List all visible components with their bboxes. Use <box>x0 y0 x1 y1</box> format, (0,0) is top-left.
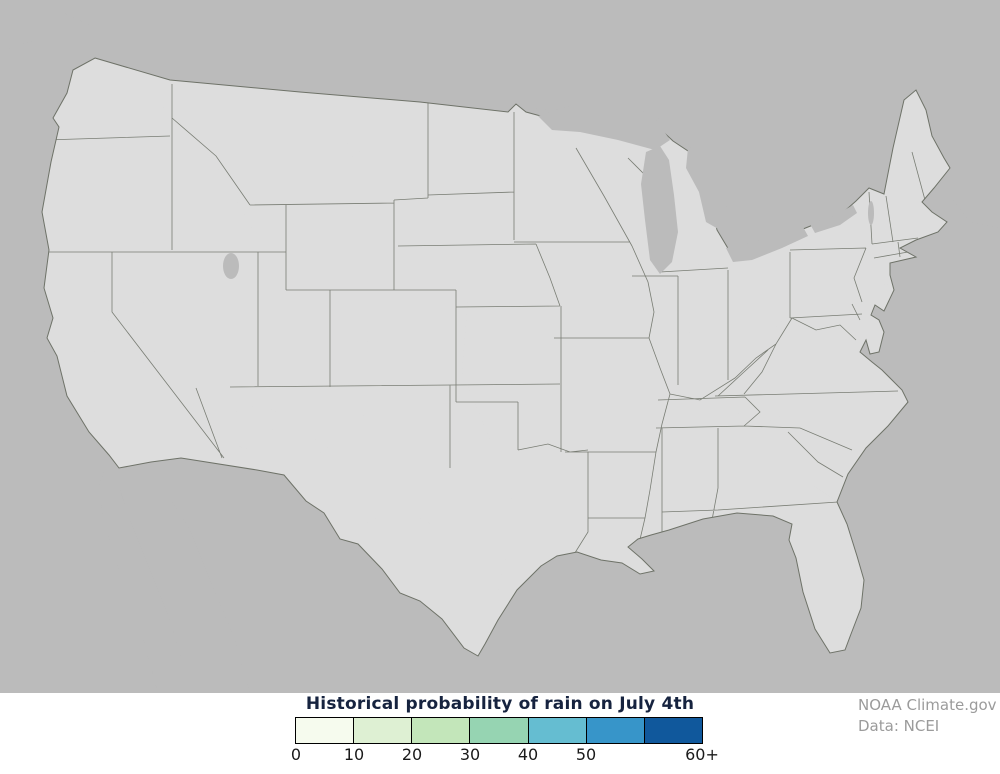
legend-tick-labels: 0 10 20 30 40 50 60+ <box>291 745 719 767</box>
lake-huron <box>686 148 727 230</box>
band-20-30-indiana <box>682 310 714 334</box>
lake-michigan <box>641 146 678 274</box>
legend-tick-label: 40 <box>517 745 539 764</box>
legend-tick-label: 10 <box>343 745 365 764</box>
baja-california <box>98 472 188 693</box>
band-20-30-montana-2 <box>340 143 360 157</box>
state-borders <box>42 84 926 557</box>
band-40-50-west-virginia <box>776 320 800 340</box>
legend-color-box <box>644 718 702 743</box>
legend-tick-label: 60+ <box>685 745 719 764</box>
great-lakes <box>223 104 874 279</box>
attribution: NOAA Climate.gov Data: NCEI <box>858 695 997 737</box>
band-10-20-sierra <box>89 281 147 379</box>
vancouver-island <box>30 12 92 50</box>
band-40-50-smoky-mountains <box>734 403 786 425</box>
mexico-landmass <box>108 463 505 693</box>
lake-champlain <box>868 201 874 225</box>
band-40-50-deep-south <box>618 456 838 534</box>
band-20-30-bighorn <box>315 223 345 241</box>
band-20-30-nm-border <box>308 439 328 453</box>
band-50-60-florida-peninsula <box>789 502 864 653</box>
legend-tick-label: 50 <box>575 745 597 764</box>
band-20-30-idaho <box>217 165 233 185</box>
legend-tick-label: 0 <box>290 745 302 764</box>
legend-color-box <box>354 718 413 743</box>
canada-landmass <box>0 0 1000 246</box>
legend-color-box <box>586 718 645 743</box>
band-40-50-delmarva <box>867 323 881 349</box>
band-20-30-montana-3 <box>292 190 308 202</box>
legend-color-box <box>470 718 529 743</box>
us-choropleth-map-svg <box>0 0 1000 693</box>
attribution-data-source: Data: NCEI <box>858 717 940 735</box>
lake-erie <box>726 227 808 262</box>
lake-superior <box>538 104 670 150</box>
band-20-30-arizona-spot <box>247 423 273 441</box>
legend-color-box <box>528 718 587 743</box>
legend-tick-label: 30 <box>459 745 481 764</box>
band-20-30-colorado-rockies <box>333 284 371 376</box>
legend-color-box <box>296 718 355 743</box>
legend-color-bar <box>295 717 703 744</box>
band-20-30-new-mexico <box>355 380 377 416</box>
band-40-50-coastal-carolina <box>870 379 894 397</box>
map-area <box>0 0 1000 693</box>
great-salt-lake <box>223 253 239 279</box>
legend-tick-label: 20 <box>401 745 423 764</box>
lake-ontario <box>810 205 857 233</box>
legend-color-box <box>412 718 471 743</box>
legend-title: Historical probability of rain on July 4… <box>305 694 695 714</box>
band-40-50-new-england <box>878 222 926 246</box>
legend-footer: Historical probability of rain on July 4… <box>0 693 1000 774</box>
attribution-source: NOAA Climate.gov <box>858 696 997 714</box>
band-20-30-wa-coast <box>86 77 110 107</box>
band-20-30-montana-1 <box>268 119 296 137</box>
band-40-50-minnesota-arrowhead <box>526 126 554 142</box>
